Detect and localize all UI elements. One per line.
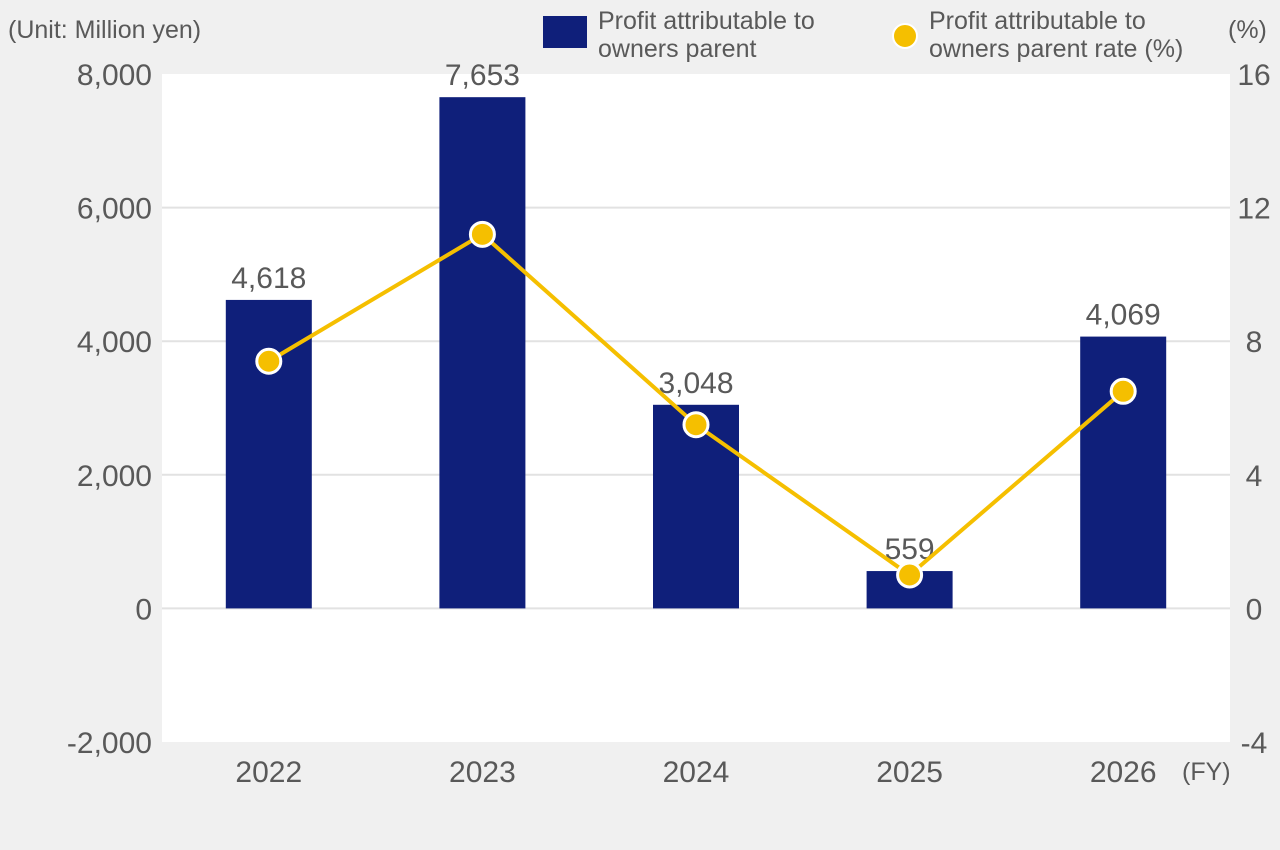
- right-tick-label: 12: [1237, 193, 1270, 226]
- legend: Profit attributable to owners parent Pro…: [543, 7, 1183, 63]
- bar-data-label: 4,069: [1086, 299, 1161, 332]
- legend-line-label-line2: owners parent rate (%): [929, 35, 1183, 63]
- left-tick-label: 2,000: [77, 460, 152, 493]
- left-tick-label: 4,000: [77, 326, 152, 359]
- rate-point: [896, 561, 924, 589]
- right-tick-label: 8: [1246, 326, 1263, 359]
- legend-line-marker: [892, 23, 918, 49]
- bar: [439, 97, 526, 609]
- bar: [653, 404, 739, 609]
- bar-data-label: 4,618: [231, 262, 306, 295]
- left-tick-label: 8,000: [77, 59, 152, 92]
- right-tick-label: -4: [1241, 727, 1268, 760]
- left-tick-label: 6,000: [77, 193, 152, 226]
- rate-point: [1109, 377, 1137, 405]
- line-series: [255, 220, 1137, 589]
- left-axis-ticks: 8,000 6,000 4,000 2,000 0 -2,000: [67, 59, 152, 760]
- bar: [1080, 336, 1167, 609]
- right-axis-ticks: 16 12 8 4 0 -4: [1237, 59, 1270, 760]
- rate-point: [682, 411, 710, 439]
- left-axis-unit-label: (Unit: Million yen): [8, 16, 201, 44]
- right-tick-label: 0: [1246, 593, 1263, 626]
- left-tick-label: 0: [135, 593, 152, 626]
- legend-bar-label-line1: Profit attributable to: [598, 7, 815, 35]
- right-axis-unit-label: (%): [1228, 16, 1267, 44]
- right-tick-label: 4: [1246, 460, 1263, 493]
- bar: [225, 299, 312, 609]
- x-axis-unit-label: (FY): [1182, 758, 1231, 786]
- legend-bar-label-line2: owners parent: [598, 35, 756, 63]
- x-tick-label: 2022: [235, 756, 302, 789]
- bar-data-label: 3,048: [658, 367, 733, 400]
- bar-data-label: 7,653: [445, 59, 520, 92]
- left-tick-label: -2,000: [67, 727, 152, 760]
- x-tick-label: 2025: [876, 756, 943, 789]
- rate-point: [255, 347, 283, 375]
- x-axis-ticks: 2022 2023 2024 2025 2026: [235, 756, 1156, 789]
- x-tick-label: 2026: [1090, 756, 1157, 789]
- right-tick-label: 16: [1237, 59, 1270, 92]
- rate-point: [468, 220, 496, 248]
- x-tick-label: 2024: [663, 756, 730, 789]
- x-tick-label: 2023: [449, 756, 516, 789]
- legend-line-label-line1: Profit attributable to: [929, 7, 1146, 35]
- legend-bar-swatch: [543, 16, 587, 48]
